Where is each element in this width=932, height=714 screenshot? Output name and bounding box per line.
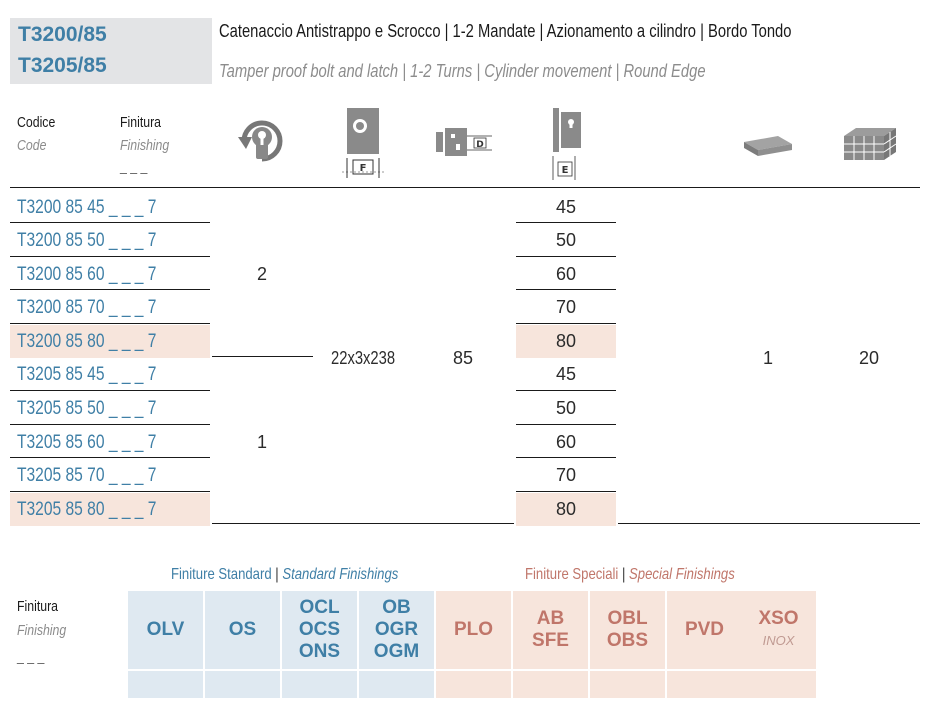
finish-blank-cell	[436, 671, 511, 698]
box-value: 20	[858, 348, 880, 368]
single-pack-icon	[744, 136, 792, 156]
finish-blank-cell	[590, 671, 665, 698]
row-divider	[10, 390, 210, 391]
cylinder-turns-icon	[238, 120, 283, 162]
finish-special-obl: OBL OBS	[590, 591, 665, 669]
row-divider	[516, 424, 616, 425]
turns-value-t3205: 1	[256, 432, 267, 452]
finish-blank-cell	[205, 671, 280, 698]
table-row-code: T3205 85 45 _ _ _ 7	[17, 364, 157, 385]
svg-text:E: E	[562, 165, 569, 176]
row-divider	[10, 256, 210, 257]
product-title-english: Tamper proof bolt and latch | 1-2 Turns …	[219, 61, 706, 81]
table-row-code: T3200 85 50 _ _ _ 7	[17, 230, 157, 251]
table-row-code: T3205 85 70 _ _ _ 7	[17, 465, 157, 486]
finish-special-pvd: PVD	[667, 591, 742, 669]
row-divider	[516, 323, 616, 324]
product-title-italian: Catenaccio Antistrappo e Scrocco | 1-2 M…	[219, 21, 792, 41]
row-divider	[516, 289, 616, 290]
table-cell-backset: 80	[516, 325, 616, 358]
table-row-code: T3200 85 80 _ _ _ 7	[10, 325, 210, 358]
product-code-2: T3205/85	[18, 54, 107, 77]
table-cell-backset: 45	[555, 197, 577, 217]
finish-standard-olv: OLV	[128, 591, 203, 669]
table-bottom-rule	[618, 523, 920, 524]
finish-blank-cell	[513, 671, 588, 698]
finish-blank-cell	[667, 671, 742, 698]
code-header-en: Code	[17, 137, 47, 154]
table-row-code: T3205 85 80 _ _ _ 7	[10, 493, 210, 526]
row-divider	[10, 323, 210, 324]
header-rule	[10, 187, 920, 188]
finish-header-it: Finitura	[120, 114, 162, 131]
finish-header-en: Finishing	[120, 137, 170, 154]
row-divider	[516, 390, 616, 391]
row-divider	[10, 222, 210, 223]
faceplate-value: 22x3x238	[330, 348, 396, 368]
table-cell-backset: 60	[555, 432, 577, 452]
product-code-box: T3200/85 T3205/85	[10, 18, 212, 84]
row-divider	[516, 457, 616, 458]
finish-special-xso: XSO INOX	[741, 591, 816, 669]
turns-group-divider	[212, 356, 313, 357]
table-row-code: T3205 85 60 _ _ _ 7	[17, 432, 157, 453]
row-divider	[516, 491, 616, 492]
table-row-code: T3200 85 45 _ _ _ 7	[17, 197, 157, 218]
finish-blank-cell	[128, 671, 203, 698]
finish-standard-ocl: OCL OCS ONS	[282, 591, 357, 669]
svg-text:F: F	[360, 163, 367, 174]
finish-blank-cell	[741, 671, 816, 698]
row-divider	[10, 491, 210, 492]
distance-value: 85	[452, 348, 474, 368]
finishing-label-it: Finitura	[17, 598, 59, 615]
row-divider	[10, 424, 210, 425]
table-row-code: T3200 85 60 _ _ _ 7	[17, 264, 157, 285]
finishing-label-blank: _ _ _	[17, 648, 45, 665]
table-cell-backset: 70	[555, 465, 577, 485]
svg-text:D: D	[476, 140, 483, 150]
row-divider	[10, 289, 210, 290]
standard-finishings-heading: Finiture Standard | Standard Finishings	[171, 566, 399, 583]
table-cell-backset: 45	[555, 364, 577, 384]
finishing-label-en: Finishing	[17, 622, 67, 639]
product-code-1: T3200/85	[18, 23, 107, 46]
table-cell-backset: 60	[555, 264, 577, 284]
finish-standard-os: OS	[205, 591, 280, 669]
row-divider	[516, 256, 616, 257]
table-cell-backset: 50	[555, 398, 577, 418]
backset-E-icon: E	[552, 108, 581, 180]
row-divider	[10, 457, 210, 458]
faceplate-F-icon: F	[342, 108, 384, 178]
table-row-code: T3205 85 50 _ _ _ 7	[17, 398, 157, 419]
table-cell-backset: 70	[555, 297, 577, 317]
table-cell-backset: 80	[516, 493, 616, 526]
distance-D-icon: D	[436, 128, 492, 156]
row-divider	[516, 222, 616, 223]
finish-special-plo: PLO	[436, 591, 511, 669]
special-finishings-heading: Finiture Speciali | Special Finishings	[525, 566, 735, 583]
finish-special-ab: AB SFE	[513, 591, 588, 669]
finish-blank-cell	[282, 671, 357, 698]
code-header-it: Codice	[17, 114, 56, 131]
table-cell-backset: 50	[555, 230, 577, 250]
box-quantity-icon	[844, 128, 897, 160]
finish-header-blank: _ _ _	[120, 158, 148, 175]
pack-value: 1	[762, 348, 773, 368]
finish-blank-cell	[359, 671, 434, 698]
turns-value-t3200: 2	[256, 264, 267, 284]
finish-standard-ob: OB OGR OGM	[359, 591, 434, 669]
table-row-code: T3200 85 70 _ _ _ 7	[17, 297, 157, 318]
table-bottom-rule	[212, 523, 514, 524]
